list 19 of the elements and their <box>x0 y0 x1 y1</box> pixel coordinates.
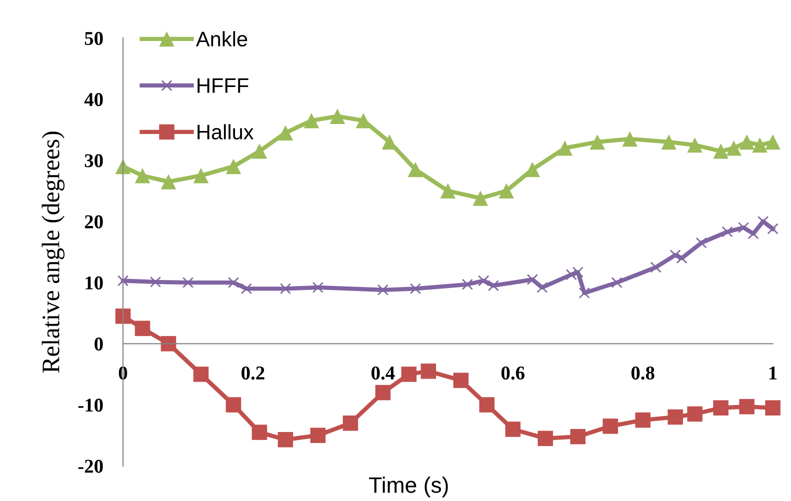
legend-label: Hallux <box>198 124 254 140</box>
x-tick-label: 0.2 <box>242 366 264 380</box>
y-tick-label: 0 <box>94 338 103 351</box>
y-tick-label: 50 <box>84 32 103 46</box>
x-tick-label: 0.4 <box>372 366 395 380</box>
y-tick-label: -20 <box>78 460 103 473</box>
y-tick-label: 40 <box>84 93 103 106</box>
y-tick-label: -10 <box>78 398 103 412</box>
legend-label: Ankle <box>196 31 248 46</box>
legend-label: HFFF <box>198 78 248 93</box>
y-tick-label: 10 <box>86 276 103 290</box>
x-tick-label: 0.6 <box>501 366 524 380</box>
x-tick-label: 0 <box>118 366 128 380</box>
y-axis-title: Relative angle (degrees) <box>42 132 65 373</box>
y-tick-label: 20 <box>84 215 103 228</box>
x-axis-title: Time (s) <box>369 476 448 498</box>
y-tick-label: 30 <box>84 154 103 168</box>
x-tick-label: 0.8 <box>631 366 654 380</box>
x-tick-label: 1 <box>770 366 777 380</box>
